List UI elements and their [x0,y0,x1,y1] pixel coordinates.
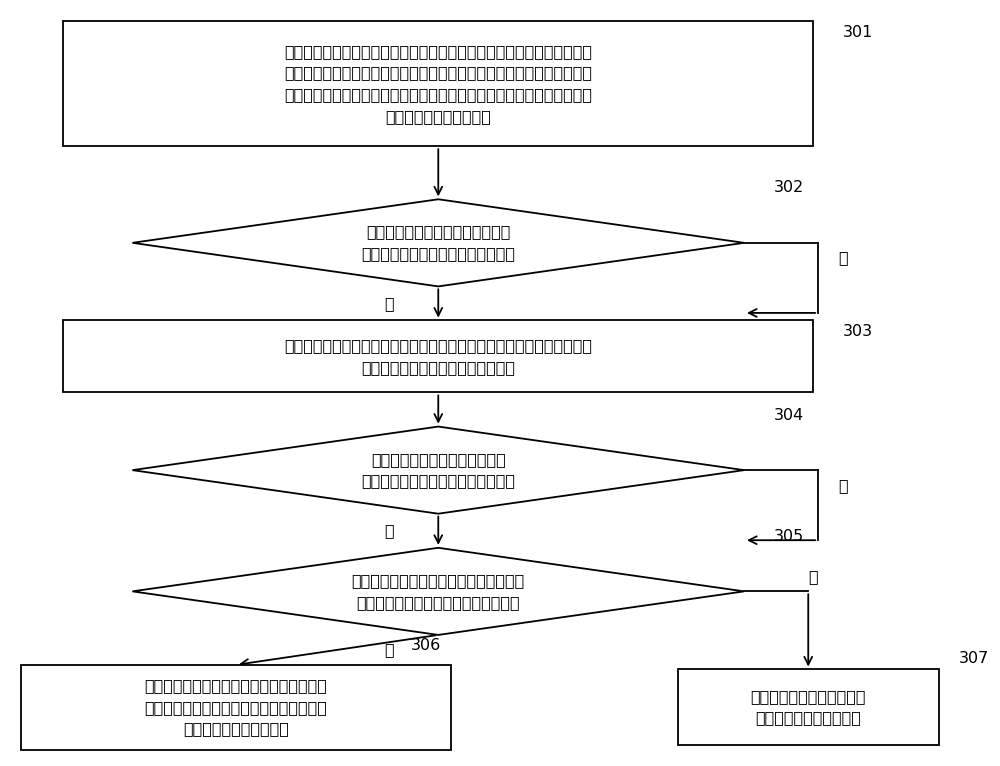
FancyBboxPatch shape [63,320,813,392]
Text: 否: 否 [838,478,847,493]
Text: 304: 304 [774,408,804,423]
Text: 是: 是 [384,643,394,657]
Text: 在所述移动终端处于移动状态时，控制所述摄像头模组自动旋转并在旋转
过程中采集用户所处的周围环境图像: 在所述移动终端处于移动状态时，控制所述摄像头模组自动旋转并在旋转 过程中采集用户… [284,338,592,375]
FancyBboxPatch shape [63,21,813,146]
Text: 301: 301 [843,25,873,40]
Text: 306: 306 [411,638,441,653]
Text: 若所述周围环境中存在预设障碍物，判断
所述预设障碍物是否满足预设报警条件: 若所述周围环境中存在预设障碍物，判断 所述预设障碍物是否满足预设报警条件 [352,573,525,610]
Text: 识别所述摄像头模组采集得到的
周围环境图像中是否存在预设障碍物: 识别所述摄像头模组采集得到的 周围环境图像中是否存在预设障碍物 [361,452,515,489]
FancyBboxPatch shape [21,665,451,750]
Text: 否: 否 [838,250,847,266]
Polygon shape [132,199,744,286]
Text: 否: 否 [808,568,818,584]
Text: 303: 303 [843,324,873,339]
Text: 当所述和值在预设角度范围内时，
检测所述移动终端是否处于移动状态: 当所述和值在预设角度范围内时， 检测所述移动终端是否处于移动状态 [361,224,515,261]
Polygon shape [132,548,744,635]
Text: 在所述预设障碍物不满足预
设报警条件时，保持静默: 在所述预设障碍物不满足预 设报警条件时，保持静默 [750,689,866,725]
Text: 307: 307 [959,650,989,666]
Polygon shape [132,427,744,514]
Text: 302: 302 [774,181,804,195]
Text: 是: 是 [384,523,394,538]
Text: 305: 305 [774,529,804,544]
Text: 当所述移动终端的摄像头模组与所述移动终端的机身不在同一平面上时，
确定所述摄像头模组所在平面与所述机身所在平面之间的第一角度值，计
算所述第一角度值与第二角度值: 当所述移动终端的摄像头模组与所述移动终端的机身不在同一平面上时， 确定所述摄像头… [284,44,592,123]
Text: 是: 是 [384,296,394,311]
Text: 当所述预设障碍物距离用户小于所述预设距
离阈值时，判断所述预设障碍物满足预设报
警条件，并发出报警信号: 当所述预设障碍物距离用户小于所述预设距 离阈值时，判断所述预设障碍物满足预设报 … [145,678,327,736]
FancyBboxPatch shape [678,669,939,745]
